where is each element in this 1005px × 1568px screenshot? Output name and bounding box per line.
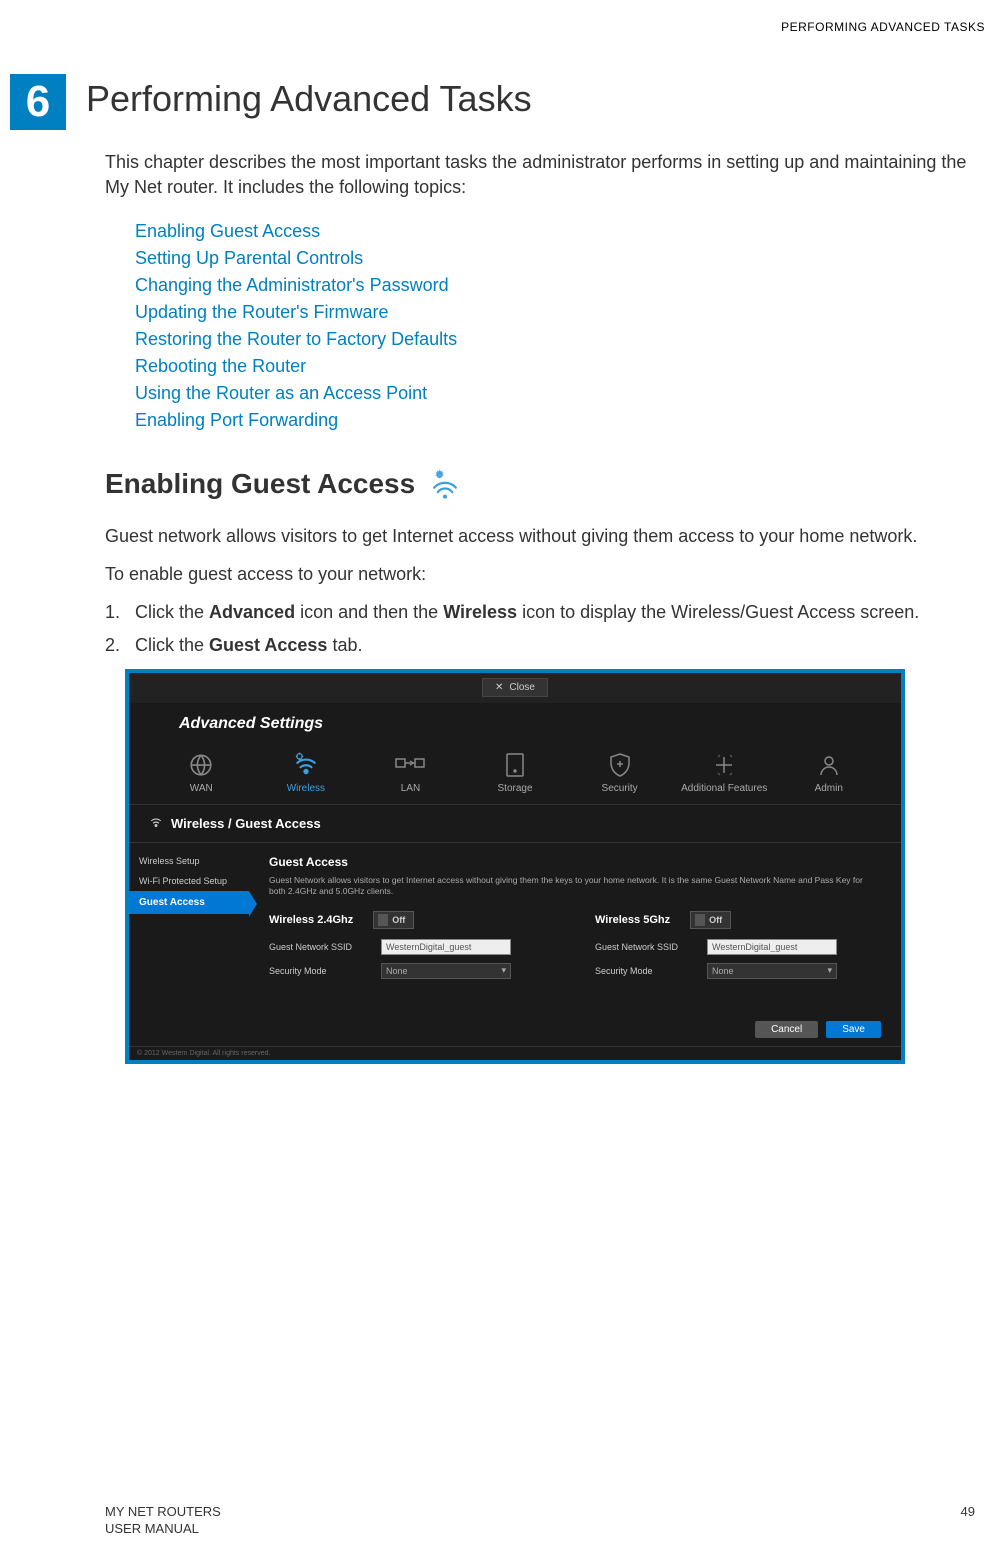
section-heading: Enabling Guest Access <box>105 464 975 504</box>
ssid-input-24[interactable] <box>381 939 511 955</box>
settings-sidebar: Wireless Setup Wi-Fi Protected Setup Gue… <box>129 843 249 1013</box>
security-select-24[interactable]: None▾ <box>381 963 511 979</box>
section-p1: Guest network allows visitors to get Int… <box>105 524 975 549</box>
col-5ghz: Wireless 5Ghz Off Guest Network SSID Sec… <box>595 911 881 987</box>
footer-line2: USER MANUAL <box>105 1521 221 1538</box>
lan-icon <box>363 751 458 779</box>
toc-link[interactable]: Using the Router as an Access Point <box>135 380 975 407</box>
ssid-input-5[interactable] <box>707 939 837 955</box>
footer-line1: MY NET ROUTERS <box>105 1504 221 1521</box>
security-select-5[interactable]: None▾ <box>707 963 837 979</box>
chevron-down-icon: ▾ <box>827 965 832 976</box>
steps-list: Click the Advanced icon and then the Wir… <box>125 599 975 659</box>
tab-wan[interactable]: WAN <box>149 741 254 804</box>
col-24-title: Wireless 2.4Ghz <box>269 914 353 926</box>
router-ui-screenshot: ✕ Close Advanced Settings WAN Wireless L… <box>125 669 905 1064</box>
wifi-icon <box>259 751 354 779</box>
chapter-title: Performing Advanced Tasks <box>86 74 532 120</box>
page-footer: MY NET ROUTERS USER MANUAL 49 <box>105 1504 975 1538</box>
shield-icon <box>572 751 667 779</box>
toc-link[interactable]: Restoring the Router to Factory Defaults <box>135 326 975 353</box>
breadcrumb: Wireless / Guest Access <box>129 805 901 843</box>
toc-link[interactable]: Rebooting the Router <box>135 353 975 380</box>
toc-link[interactable]: Setting Up Parental Controls <box>135 245 975 272</box>
step-2: Click the Guest Access tab. <box>125 632 975 659</box>
tab-additional[interactable]: Additional Features <box>672 741 777 804</box>
col-2-4ghz: Wireless 2.4Ghz Off Guest Network SSID S… <box>269 911 555 987</box>
cancel-button[interactable]: Cancel <box>755 1021 818 1038</box>
tab-storage[interactable]: Storage <box>463 741 568 804</box>
toc-link[interactable]: Enabling Port Forwarding <box>135 407 975 434</box>
close-button[interactable]: ✕ Close <box>482 678 548 697</box>
security-label-5: Security Mode <box>595 966 695 976</box>
section-p2: To enable guest access to your network: <box>105 562 975 587</box>
save-button[interactable]: Save <box>826 1021 881 1038</box>
panel-title: Guest Access <box>269 855 881 869</box>
col-5-title: Wireless 5Ghz <box>595 914 670 926</box>
toc-link[interactable]: Enabling Guest Access <box>135 218 975 245</box>
panel-description: Guest Network allows visitors to get Int… <box>269 875 881 897</box>
storage-icon <box>468 751 563 779</box>
nav-tabs: WAN Wireless LAN Storage Security Additi… <box>129 741 901 805</box>
ssid-label-5: Guest Network SSID <box>595 942 695 952</box>
plus-icon <box>677 751 772 779</box>
step-1: Click the Advanced icon and then the Wir… <box>125 599 975 626</box>
tab-security[interactable]: Security <box>567 741 672 804</box>
running-header: PERFORMING ADVANCED TASKS <box>10 20 995 34</box>
admin-icon <box>781 751 876 779</box>
toggle-24ghz[interactable]: Off <box>373 911 414 929</box>
toggle-5ghz[interactable]: Off <box>690 911 731 929</box>
chevron-down-icon: ▾ <box>501 965 506 976</box>
chapter-number-badge: 6 <box>10 74 66 130</box>
close-icon: ✕ <box>495 682 503 693</box>
settings-title: Advanced Settings <box>129 703 901 741</box>
security-label-24: Security Mode <box>269 966 369 976</box>
tab-lan[interactable]: LAN <box>358 741 463 804</box>
toc-link[interactable]: Changing the Administrator's Password <box>135 272 975 299</box>
sidebar-item-guest-access[interactable]: Guest Access <box>129 891 249 914</box>
globe-icon <box>154 751 249 779</box>
wifi-gear-icon <box>425 464 465 504</box>
tab-wireless[interactable]: Wireless <box>254 741 359 804</box>
toc-list: Enabling Guest Access Setting Up Parenta… <box>135 218 975 434</box>
section-heading-text: Enabling Guest Access <box>105 468 415 500</box>
chapter-intro: This chapter describes the most importan… <box>105 150 975 200</box>
sidebar-item-wireless-setup[interactable]: Wireless Setup <box>129 851 249 871</box>
page-number: 49 <box>961 1504 975 1538</box>
copyright-text: © 2012 Western Digital. All rights reser… <box>129 1046 901 1060</box>
ssid-label-24: Guest Network SSID <box>269 942 369 952</box>
toc-link[interactable]: Updating the Router's Firmware <box>135 299 975 326</box>
wifi-small-icon <box>149 815 163 832</box>
tab-admin[interactable]: Admin <box>776 741 881 804</box>
sidebar-item-wps[interactable]: Wi-Fi Protected Setup <box>129 871 249 891</box>
